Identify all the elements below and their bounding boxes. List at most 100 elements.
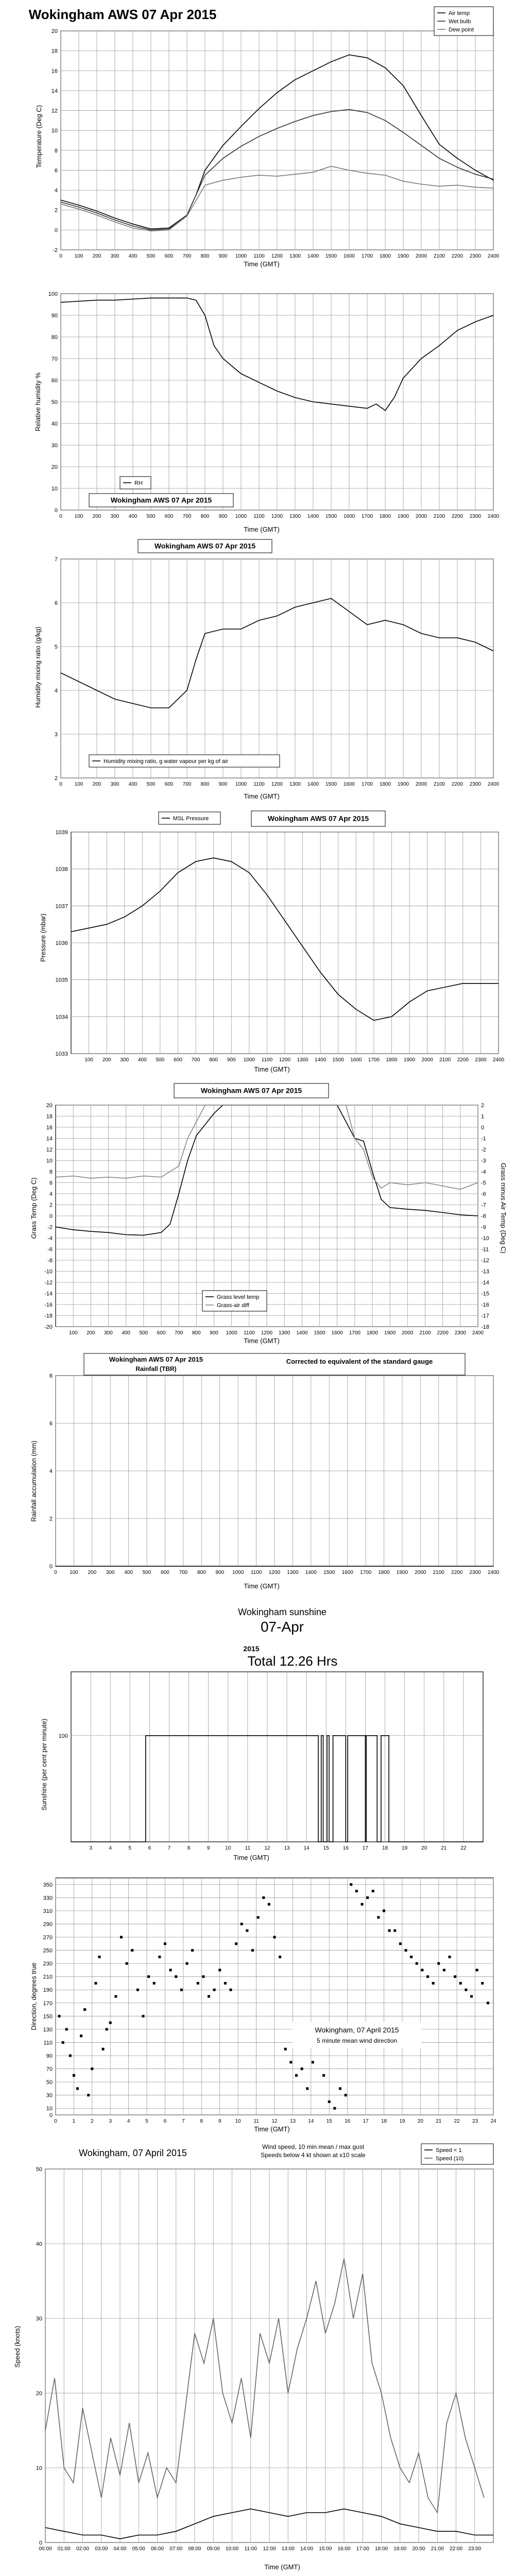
x-tick-label: 15	[327, 2119, 333, 2124]
x-tick-label: 1500	[314, 1330, 325, 1336]
x-tick-label: 1900	[398, 782, 409, 787]
x-tick-label: 1600	[344, 514, 355, 519]
y-tick-label: 10	[52, 486, 58, 492]
x-tick-label: 1900	[384, 1330, 396, 1336]
x-tick-label: 9	[218, 2119, 221, 2124]
x-tick-label: 100	[84, 1057, 93, 1063]
legend-label: Speed < 1	[436, 2147, 461, 2154]
y2-tick-label: -2	[481, 1147, 486, 1153]
scatter-point	[481, 1981, 484, 1985]
x-tick-label: 21:00	[431, 2546, 444, 2552]
legend-box	[421, 2143, 494, 2165]
x-tick-label: 2300	[469, 1570, 481, 1575]
scatter-point	[158, 1955, 161, 1958]
y-tick-label: 50	[36, 2166, 42, 2173]
scatter-point	[218, 1969, 221, 1972]
scatter-point	[142, 2014, 145, 2018]
x-tick-label: 1500	[323, 1570, 335, 1575]
x-axis-label: Time (GMT)	[264, 2563, 300, 2571]
x-tick-label: 200	[93, 253, 101, 259]
x-tick-label: 10	[235, 2119, 242, 2124]
y2-tick-label: -6	[481, 1191, 486, 1197]
x-tick-label: 2100	[433, 1570, 445, 1575]
x-tick-label: 900	[219, 514, 228, 519]
x-tick-label: 700	[183, 253, 192, 259]
scatter-point	[196, 1981, 199, 1985]
y-tick-label: 100	[48, 291, 58, 297]
chart-title: Wokingham AWS 07 Apr 2015	[268, 815, 369, 823]
x-tick-label: 20:00	[412, 2546, 425, 2552]
x-tick-label: 1300	[289, 514, 301, 519]
chart-date: 07-Apr	[261, 1619, 304, 1635]
x-tick-label: 400	[122, 1330, 130, 1336]
scatter-point	[486, 2002, 489, 2005]
series-line	[60, 109, 494, 231]
x-tick-label: 200	[93, 782, 101, 787]
x-tick-label: 300	[120, 1057, 129, 1063]
x-tick-label: 2300	[470, 782, 482, 787]
y-tick-label: 2	[55, 775, 58, 782]
x-axis-label: Time (GMT)	[254, 2125, 290, 2133]
x-tick-label: 1600	[332, 1330, 344, 1336]
y-tick-label: 40	[52, 421, 58, 427]
x-tick-label: 13	[290, 2119, 296, 2124]
x-tick-label: 3	[89, 1845, 92, 1851]
x-tick-label: 1800	[380, 253, 391, 259]
y-tick-label: 30	[46, 2093, 53, 2099]
y-tick-label: 14	[52, 88, 58, 94]
y2-tick-label: -11	[481, 1247, 489, 1253]
scatter-point	[101, 2047, 105, 2050]
plot-area	[71, 1671, 484, 1842]
x-tick-label: 900	[227, 1057, 236, 1063]
x-tick-label: 2300	[455, 1330, 467, 1336]
y-tick-label: 20	[52, 464, 58, 470]
x-tick-label: 7	[182, 2119, 185, 2124]
scatter-point	[213, 1988, 216, 1991]
x-tick-label: 2000	[415, 1570, 426, 1575]
x-tick-label: 1900	[398, 253, 409, 259]
x-tick-label: 1800	[367, 1330, 379, 1336]
x-tick-label: 1700	[368, 1057, 380, 1063]
y-tick-label: 4	[55, 688, 58, 694]
x-tick-label: 2400	[488, 1570, 500, 1575]
y-tick-label: 16	[46, 1125, 53, 1131]
y-tick-label: 350	[43, 1882, 53, 1888]
sunshine-chart: 100 3 4 5 6 7 8 9 10 11 12 13 14 15 16 17 18 19 20 21 22 Wok…	[40, 1607, 484, 1861]
x-tick-label: 17	[363, 1845, 369, 1851]
y-axis-label: Speed (knots)	[13, 2326, 21, 2368]
y-tick-label: -8	[47, 1258, 53, 1264]
x-tick-label: 16:00	[337, 2546, 350, 2552]
x-tick-label: 0	[54, 1570, 57, 1575]
y-tick-label: 230	[43, 1961, 53, 1967]
series-line	[71, 1735, 483, 1842]
legend-label: MSL Pressure	[173, 816, 209, 822]
x-tick-label: 1000	[232, 1570, 244, 1575]
x-tick-label: 300	[111, 253, 119, 259]
y-tick-label: 8	[49, 1169, 53, 1175]
scatter-point	[366, 1896, 369, 1899]
x-tick-label: 14:00	[300, 2546, 313, 2552]
y-tick-label: -6	[47, 1247, 53, 1253]
scatter-point	[300, 2067, 303, 2071]
scatter-point	[333, 2107, 336, 2110]
plot-group: 1033 1034 1035 1036 1037 1038 1039 100 200 300 400…	[56, 810, 505, 1063]
x-axis-label: Time (GMT)	[233, 1854, 269, 1861]
chart-subtitle: 5 minute mean wind direction	[317, 2037, 397, 2044]
x-tick-label: 0	[59, 514, 62, 519]
y-axis-label: Rainfall accumulation (mm)	[30, 1440, 38, 1522]
x-tick-label: 23	[472, 2119, 478, 2124]
x-tick-label: 22	[454, 2119, 460, 2124]
legend-label: Dew point	[449, 27, 474, 33]
scatter-point	[175, 1975, 178, 1978]
x-tick-label: 1400	[307, 782, 319, 787]
grass-temperature-chart-panel: -20 -18 -16 -14 -12 -10 -8 -6 -4 -2 0 2 4 6 8 10 12 14 16 1…	[4, 1079, 509, 1347]
x-tick-label: 2000	[416, 253, 427, 259]
x-tick-label: 2200	[452, 782, 464, 787]
chart-title: Wokingham AWS 07 Apr 2015	[201, 1087, 302, 1095]
y-tick-label: 1036	[56, 940, 68, 946]
x-tick-label: 700	[183, 782, 192, 787]
scatter-point	[360, 1903, 364, 1906]
x-tick-label: 2100	[439, 1057, 451, 1063]
